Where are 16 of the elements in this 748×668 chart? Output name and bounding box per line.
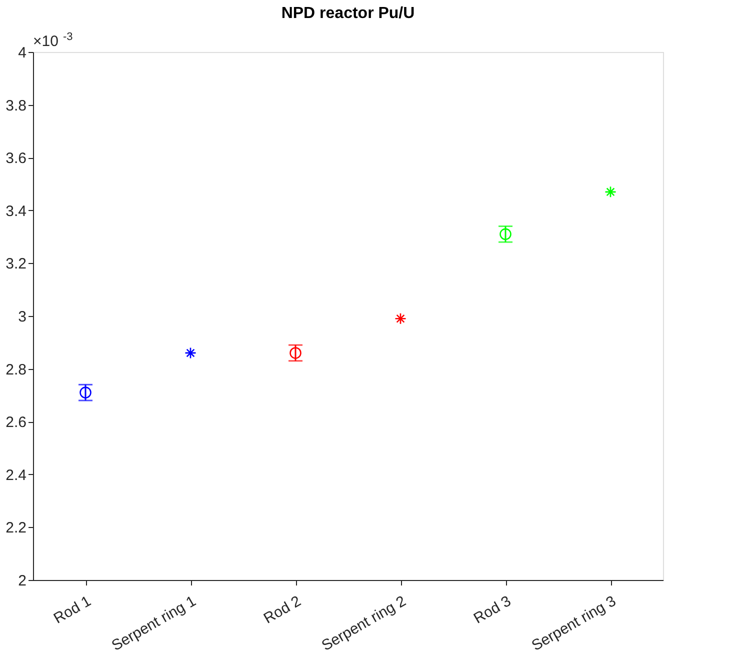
y-tick-label: 3.2 [6,256,26,273]
y-tick-label: 2.6 [6,414,26,432]
chart-title: NPD reactor Pu/U [281,5,415,22]
y-tick-label: 3.4 [6,202,26,220]
text: ×10-3 [33,31,73,50]
y-tick-label: 2.2 [6,520,26,537]
y-tick-label: 4 [18,44,26,62]
y-tick-label: 2.4 [6,466,26,484]
y-tick-label: 2 [18,572,26,590]
y-tick-label: 2.8 [6,361,26,378]
y-tick-label: 3.6 [6,150,26,168]
y-tick-label: 3.8 [6,97,26,114]
x-tick-label: Rod 3 [470,592,514,628]
x-tick-label: Rod 2 [260,592,304,628]
y-tick-label: 3 [18,308,26,326]
x-tick-label: Rod 1 [50,592,94,628]
